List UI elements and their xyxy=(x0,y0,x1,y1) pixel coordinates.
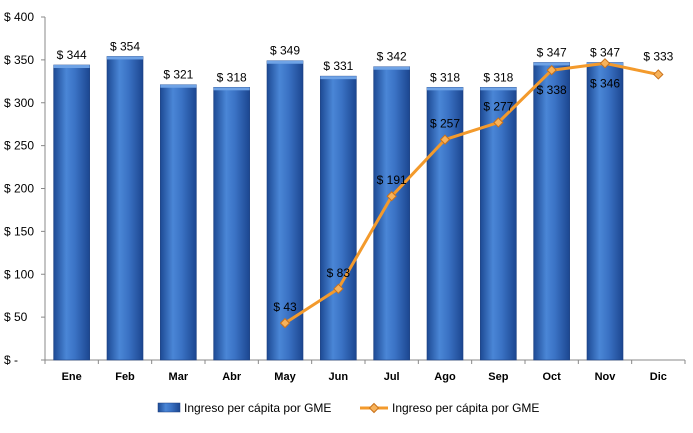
line-path xyxy=(284,61,659,325)
line-data-label: $ 333 xyxy=(643,49,673,63)
bar xyxy=(480,87,517,361)
bar-data-label: $ 347 xyxy=(590,45,620,59)
y-tick-label: $ 250 xyxy=(4,139,34,153)
line-series xyxy=(279,58,664,329)
legend-bar-swatch xyxy=(157,402,181,413)
y-tick-label: $ 200 xyxy=(4,182,34,196)
line-data-label: $ 83 xyxy=(327,266,351,280)
bars xyxy=(53,56,624,361)
x-tick-label: Jun xyxy=(329,371,349,383)
x-tick-label: Sep xyxy=(488,371,508,383)
x-tick-label: Ago xyxy=(434,371,456,383)
legend-line-label: Ingreso per cápita por GME xyxy=(392,401,539,415)
bar-top-cap xyxy=(160,84,197,88)
bar xyxy=(373,66,410,361)
x-tick-label: Jul xyxy=(384,371,400,383)
legend: Ingreso per cápita por GME Ingreso per cá… xyxy=(157,401,539,415)
bar-data-label: $ 342 xyxy=(377,50,407,64)
bar xyxy=(106,56,144,361)
legend-bar-label: Ingreso per cápita por GME xyxy=(184,401,331,415)
line-point-marker xyxy=(279,317,291,329)
y-tick-label: $ 150 xyxy=(4,224,34,238)
x-tick-label: Abr xyxy=(222,371,242,383)
bar-data-label: $ 354 xyxy=(110,39,140,53)
bar-data-label: $ 318 xyxy=(430,70,460,84)
y-tick-label: $ 50 xyxy=(4,310,28,324)
line-data-label: $ 338 xyxy=(537,83,567,97)
bar-top-cap xyxy=(107,56,143,60)
legend-line-marker xyxy=(368,402,380,414)
axes: $ - $ 50 $ 100 $ 150 $ 200 $ 250 $ 300 $ 350 $ 4… xyxy=(4,10,686,383)
y-tick-label: $ 300 xyxy=(4,96,34,110)
bar-data-label: $ 318 xyxy=(483,70,513,84)
y-tick-label: $ 400 xyxy=(4,10,34,24)
bar xyxy=(320,75,357,361)
x-tick-label: Feb xyxy=(115,371,135,383)
bar-data-label: $ 318 xyxy=(217,70,247,84)
bar xyxy=(213,87,250,361)
bar xyxy=(266,60,304,361)
line-point-marker xyxy=(333,283,344,295)
bar xyxy=(53,64,90,361)
x-tick-label: Dic xyxy=(650,371,667,383)
line-point-marker xyxy=(546,64,557,76)
line-data-label: $ 191 xyxy=(377,173,407,187)
bar xyxy=(160,84,197,361)
bar-data-label: $ 349 xyxy=(270,44,300,58)
bar-top-cap xyxy=(320,76,357,80)
bar xyxy=(533,62,570,361)
bar-top-cap xyxy=(427,87,463,91)
bar-top-cap xyxy=(53,65,90,69)
x-tick-label: Mar xyxy=(169,371,189,383)
y-tick-label: $ 350 xyxy=(4,53,34,67)
bar-data-label: $ 344 xyxy=(57,48,87,62)
line-data-label: $ 277 xyxy=(483,99,513,113)
bar-top-cap xyxy=(373,66,410,70)
bar-top-cap xyxy=(213,87,250,91)
bar xyxy=(426,87,464,361)
line-point-marker xyxy=(386,191,397,202)
line-data-label: $ 43 xyxy=(273,300,297,314)
x-tick-label: May xyxy=(274,371,296,383)
line-point-marker xyxy=(493,117,504,128)
line-point-marker xyxy=(653,69,664,80)
bar xyxy=(586,62,624,361)
bar-top-cap xyxy=(267,60,303,64)
y-tick-label: $ - xyxy=(4,353,18,367)
line-data-label: $ 257 xyxy=(430,117,460,131)
data-labels: $ 344 $ 354 $ 321 $ 318 $ 349 $ 331 $ 342 $ 318… xyxy=(57,39,674,314)
x-tick-label: Ene xyxy=(62,371,82,383)
bar-top-cap xyxy=(480,87,517,91)
y-tick-label: $ 100 xyxy=(4,267,34,281)
bar-data-label: $ 347 xyxy=(537,45,567,59)
bar-data-label: $ 321 xyxy=(163,68,193,82)
line-point-marker xyxy=(439,134,451,145)
bar-top-cap xyxy=(533,62,570,66)
line-point-marker xyxy=(599,58,611,69)
x-tick-label: Oct xyxy=(542,371,561,383)
bar-data-label: $ 331 xyxy=(323,59,353,73)
x-tick-label: Nov xyxy=(595,371,617,383)
line-data-label: $ 346 xyxy=(590,76,620,90)
